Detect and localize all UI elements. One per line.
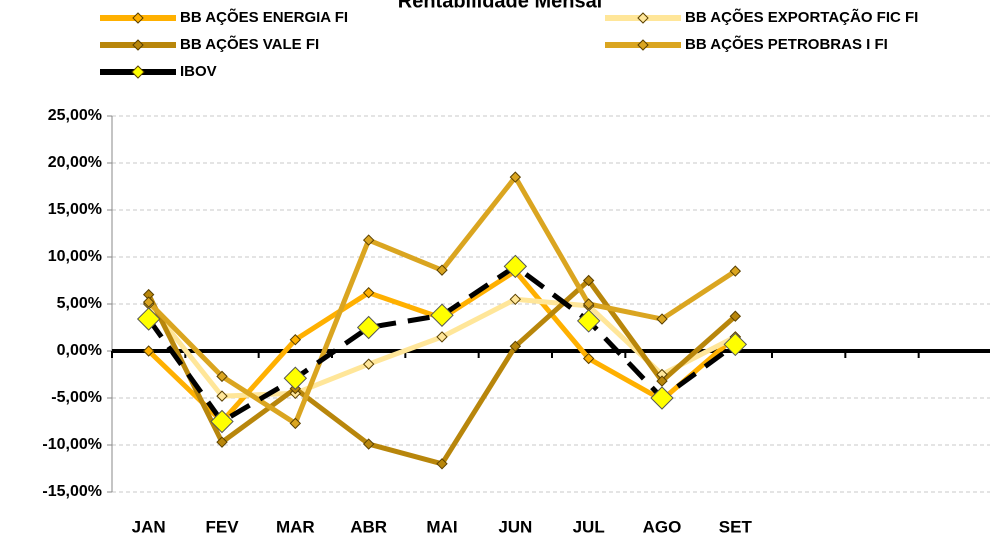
point-marker <box>289 334 302 346</box>
x-tick-label: ABR <box>350 517 387 536</box>
point-marker <box>729 310 742 322</box>
point-marker <box>362 438 375 450</box>
point-marker <box>210 409 234 434</box>
x-tick-label: AGO <box>643 517 682 536</box>
point-marker <box>142 345 155 357</box>
legend-item: BB AÇÕES VALE FI <box>100 35 319 53</box>
y-tick-label: 25,00% <box>48 107 102 124</box>
series-line <box>146 174 737 426</box>
chart-title: Rentabilidade Mensal <box>398 0 603 12</box>
legend-item: BB AÇÕES PETROBRAS I FI <box>605 35 888 53</box>
point-marker <box>356 315 381 340</box>
point-marker <box>142 296 155 308</box>
legend-label: BB AÇÕES PETROBRAS I FI <box>685 35 888 53</box>
point-marker <box>289 417 302 430</box>
point-marker <box>362 287 375 299</box>
x-tick-label: JAN <box>132 517 166 536</box>
point-marker <box>656 375 668 387</box>
legend-marker <box>132 12 144 24</box>
point-marker <box>503 254 528 279</box>
y-tick-label: 15,00% <box>48 201 102 218</box>
point-marker <box>723 332 748 357</box>
legend-marker <box>637 12 649 24</box>
y-tick-label: 20,00% <box>48 154 102 171</box>
series-line <box>146 268 737 424</box>
point-marker <box>362 358 375 370</box>
point-marker <box>436 331 448 343</box>
point-marker <box>576 309 601 333</box>
point-marker <box>436 264 448 276</box>
point-marker <box>436 458 448 470</box>
point-marker <box>362 234 375 246</box>
y-tick-label: -15,00% <box>42 483 102 500</box>
point-marker <box>729 265 742 277</box>
legend-marker <box>637 39 649 51</box>
x-tick-label: MAR <box>276 517 315 536</box>
legend-item: BB AÇÕES EXPORTAÇÃO FIC FI <box>605 8 918 26</box>
x-tick-label: MAI <box>426 517 457 536</box>
y-tick-label: -5,00% <box>51 389 102 406</box>
legend-label: IBOV <box>180 63 217 80</box>
point-marker <box>509 340 522 353</box>
point-marker <box>656 313 668 325</box>
x-tick-label: JUL <box>573 517 605 536</box>
point-marker <box>216 390 228 402</box>
x-tick-label: SET <box>719 517 753 536</box>
y-tick-label: 0,00% <box>57 342 102 359</box>
point-marker <box>283 366 308 390</box>
y-tick-label: -10,00% <box>42 436 102 453</box>
legend-label: BB AÇÕES ENERGIA FI <box>180 8 348 26</box>
point-marker <box>216 370 228 383</box>
point-marker <box>582 274 595 287</box>
point-marker <box>136 307 161 331</box>
legend-label: BB AÇÕES VALE FI <box>180 35 319 53</box>
point-marker <box>509 171 522 183</box>
legend-marker <box>131 65 145 79</box>
legend-item: IBOV <box>100 63 217 80</box>
point-marker <box>582 352 595 365</box>
point-marker <box>509 293 522 306</box>
legend-item: BB AÇÕES ENERGIA FI <box>100 8 348 26</box>
point-marker <box>582 298 595 310</box>
x-tick-label: FEV <box>205 517 239 536</box>
x-tick-label: JUN <box>498 517 532 536</box>
y-tick-label: 10,00% <box>48 248 102 265</box>
legend-label: BB AÇÕES EXPORTAÇÃO FIC FI <box>685 8 918 26</box>
legend-marker <box>132 39 144 51</box>
point-marker <box>216 436 228 448</box>
point-marker <box>430 303 454 327</box>
point-marker <box>650 386 674 410</box>
y-tick-label: 5,00% <box>57 295 102 312</box>
